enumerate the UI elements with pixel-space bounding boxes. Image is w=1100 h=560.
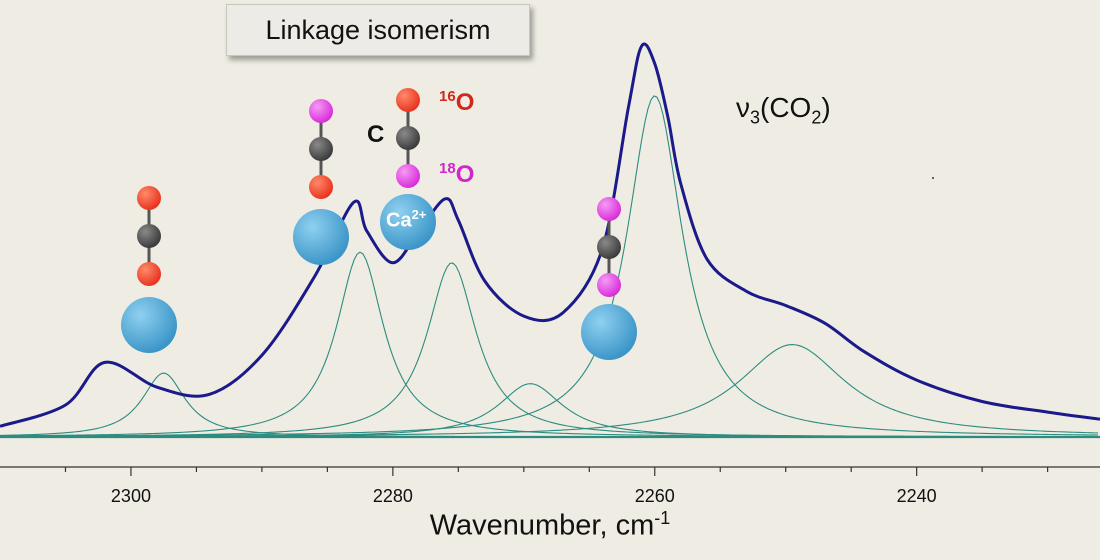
- o18-symbol: O: [455, 161, 475, 188]
- x-tick-label: 2300: [111, 486, 151, 506]
- stray-dot: [932, 177, 934, 179]
- molecule-3-top-oxygen: [396, 88, 420, 112]
- oxygen16-label: 16O: [439, 88, 474, 117]
- ca-symbol: Ca: [386, 209, 412, 232]
- mode-molecule-sub: 2: [811, 107, 822, 128]
- chart-title-box: Linkage isomerism: [226, 4, 530, 56]
- x-axis-tick-labels: 2300 2280 2260 2240: [111, 486, 937, 506]
- molecule-4-carbon: [597, 235, 621, 259]
- component-peak-5: [0, 95, 1099, 437]
- component-peaks: [0, 95, 1100, 439]
- x-tick-label: 2240: [897, 486, 937, 506]
- molecule-3-bottom-oxygen: [396, 164, 420, 188]
- mode-close: ): [821, 92, 831, 123]
- mode-symbol: ν: [736, 92, 750, 123]
- oxygen18-label: 18O: [439, 160, 474, 189]
- component-peak-3: [0, 262, 1098, 438]
- ca-charge: 2+: [411, 207, 427, 222]
- x-axis-ticks: [64, 467, 1049, 476]
- molecule-3-cation: [380, 194, 436, 250]
- molecule-2-carbon: [309, 137, 333, 161]
- x-tick-label: 2280: [373, 486, 413, 506]
- carbon-label: C: [367, 121, 385, 148]
- molecule-3-carbon: [396, 126, 420, 150]
- o18-mass: 18: [439, 160, 456, 177]
- vibration-mode-label: ν3(CO2): [736, 92, 831, 129]
- molecule-1-cation: [121, 297, 177, 353]
- molecule-1-carbon: [137, 224, 161, 248]
- x-axis-label-text: Wavenumber, cm: [429, 509, 655, 542]
- molecule-4-top-oxygen: [597, 197, 621, 221]
- molecule-2-cation: [293, 209, 349, 265]
- component-peak-4: [0, 383, 1099, 438]
- molecule-1-bottom-oxygen: [137, 262, 161, 286]
- molecule-2-top-oxygen: [309, 99, 333, 123]
- mode-molecule: (CO: [760, 92, 812, 123]
- molecule-4-cation: [581, 304, 637, 360]
- molecule-1-top-oxygen: [137, 186, 161, 210]
- calcium-label: Ca2+: [386, 207, 426, 233]
- x-axis-label-exponent: -1: [654, 508, 671, 528]
- x-axis-label: Wavenumber, cm-1: [0, 508, 1100, 543]
- o16-symbol: O: [455, 89, 475, 116]
- x-tick-label: 2260: [635, 486, 675, 506]
- chart-title: Linkage isomerism: [265, 14, 491, 45]
- o16-mass: 16: [439, 88, 456, 105]
- envelope-curve: [0, 42, 1100, 428]
- molecule-illustrations: [121, 88, 934, 360]
- molecule-2-bottom-oxygen: [309, 175, 333, 199]
- mode-sub: 3: [750, 107, 761, 128]
- molecule-4-bottom-oxygen: [597, 273, 621, 297]
- envelope-line: [0, 42, 1100, 428]
